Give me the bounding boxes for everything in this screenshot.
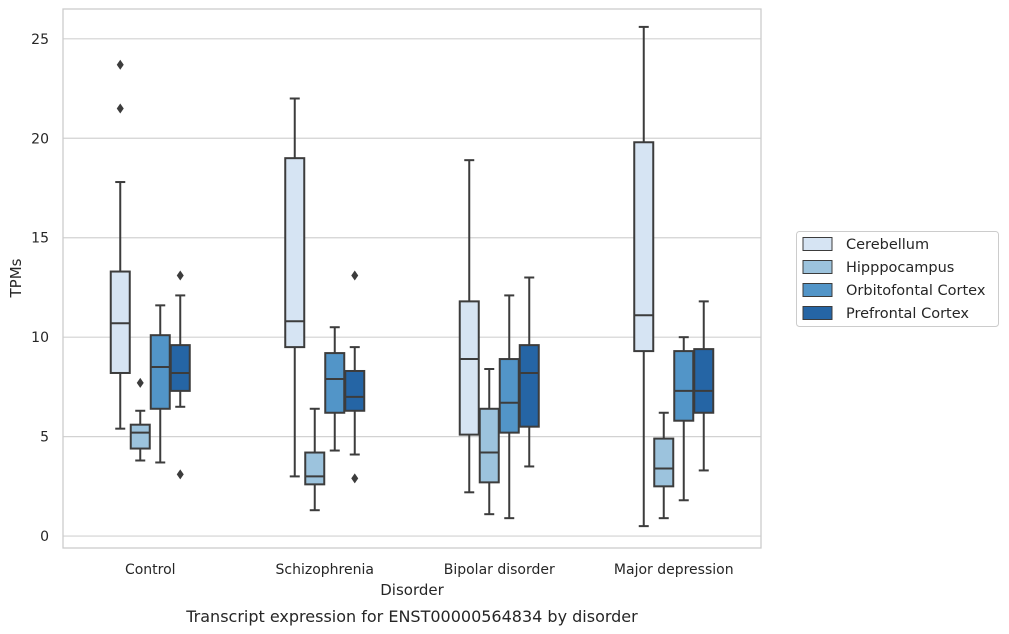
outlier-marker: [351, 270, 359, 281]
box: [458, 300, 480, 436]
y-axis-label: TPMs: [7, 258, 25, 298]
legend-swatch: [802, 237, 833, 251]
box: [304, 451, 326, 486]
plot-frame: [62, 8, 762, 549]
box-group: [498, 294, 520, 520]
outlier-marker: [136, 377, 144, 388]
box-group: [149, 304, 171, 464]
box: [344, 369, 366, 412]
box-group: [653, 411, 675, 520]
box: [518, 344, 540, 428]
legend: Cerebellum Hipppocampus Orbitofontal Corte…: [796, 231, 999, 327]
box: [129, 423, 151, 450]
y-tick-label: 20: [31, 131, 49, 147]
box-group: [169, 270, 191, 480]
outlier-marker: [116, 59, 124, 70]
box-group: [673, 336, 695, 502]
legend-label: Cerebellum: [846, 237, 929, 253]
y-tick-label: 15: [31, 231, 49, 247]
box: [478, 407, 500, 484]
y-tick-labels: 0 5 10 15 20 25: [31, 32, 49, 545]
legend-label: Prefrontal Cortex: [846, 306, 969, 322]
outlier-marker: [351, 473, 359, 484]
legend-items: Cerebellum Hipppocampus Orbitofontal Corte…: [802, 237, 986, 322]
box: [498, 358, 520, 434]
box-group: [129, 377, 151, 462]
box-group: [518, 276, 540, 468]
x-tick-label: Control: [125, 562, 176, 578]
box: [149, 334, 171, 410]
box-layer: [109, 25, 715, 528]
outlier-marker: [176, 469, 184, 480]
box: [673, 350, 695, 422]
x-tick-labels: Control Schizophrenia Bipolar disorder Majo…: [125, 562, 734, 578]
legend-label: Hipppocampus: [846, 260, 954, 276]
box-group: [284, 97, 306, 478]
box: [633, 141, 655, 353]
chart-caption: Transcript expression for ENST0000056483…: [185, 607, 638, 626]
y-tick-label: 25: [31, 32, 49, 48]
x-axis-label: Disorder: [380, 581, 444, 599]
x-tick-label: Schizophrenia: [276, 562, 374, 578]
legend-frame: [796, 231, 999, 327]
x-tick-label: Major depression: [614, 562, 734, 578]
box-group: [458, 159, 480, 494]
box-group: [478, 367, 500, 516]
box-group: [304, 407, 326, 512]
x-tick-label: Bipolar disorder: [444, 562, 555, 578]
box: [284, 157, 306, 349]
box-group: [109, 59, 131, 430]
legend-swatch: [802, 260, 833, 274]
y-tick-label: 0: [40, 529, 49, 545]
box-group: [324, 326, 346, 452]
legend-swatch: [802, 283, 833, 297]
y-tick-label: 10: [31, 330, 49, 346]
box: [653, 437, 675, 488]
y-tick-label: 5: [40, 430, 49, 446]
box: [693, 348, 715, 414]
outlier-marker: [116, 103, 124, 114]
outlier-marker: [176, 270, 184, 281]
legend-swatch: [802, 306, 833, 320]
box: [169, 344, 191, 392]
box-group: [344, 270, 366, 484]
box-group: [633, 25, 655, 528]
legend-label: Orbitofontal Cortex: [846, 283, 986, 299]
box-group: [693, 300, 715, 472]
box: [324, 352, 346, 414]
